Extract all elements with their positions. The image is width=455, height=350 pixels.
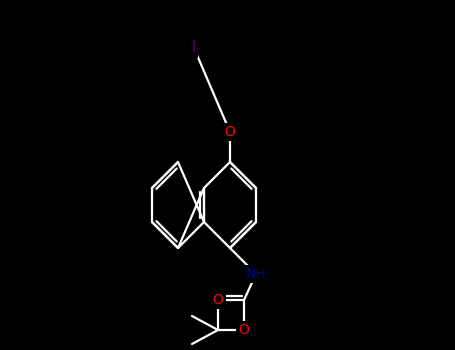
Text: O: O xyxy=(238,323,249,337)
Text: O: O xyxy=(212,293,223,307)
Text: NH: NH xyxy=(246,267,266,281)
Text: O: O xyxy=(225,125,235,139)
Text: I: I xyxy=(192,41,196,56)
